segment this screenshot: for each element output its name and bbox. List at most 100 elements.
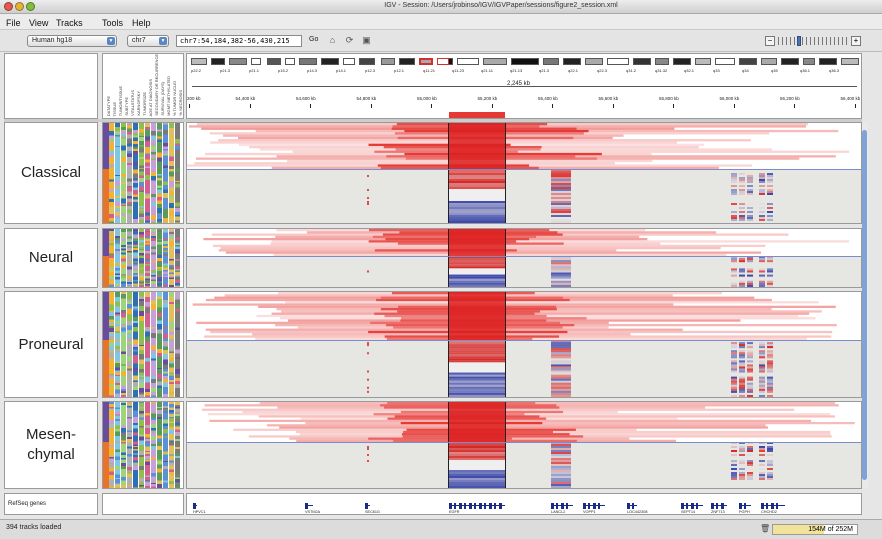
attribute-column <box>115 229 120 287</box>
group-data-panel[interactable] <box>186 228 862 288</box>
group-data-panel[interactable] <box>186 291 862 398</box>
zoom-thumb[interactable] <box>797 36 801 46</box>
refseq-track[interactable]: HPVC1 VSTM2A SEC61G EGFR LANCL2 VOPP1 LOC44230… <box>186 493 862 515</box>
current-view-marker[interactable] <box>419 58 433 65</box>
gene-exon[interactable] <box>566 503 568 509</box>
expression-cell <box>767 474 773 476</box>
attribute-header-label[interactable]: SURVIVAL (DAYS) <box>160 82 165 116</box>
zoom-widget[interactable]: − + <box>765 36 861 47</box>
menu-tracks[interactable]: Tracks <box>56 18 83 28</box>
attribute-header-label[interactable]: TISSUE <box>112 101 117 116</box>
gene-exon[interactable] <box>365 503 368 509</box>
close-window-button[interactable] <box>4 2 13 11</box>
ruler[interactable]: 200 kb 54,400 kb 54,600 kb 54,800 kb 55,000 … <box>187 96 863 116</box>
gene-exon[interactable] <box>583 503 586 509</box>
attribute-header-label[interactable]: % TUMOR NUCLEI <box>172 80 177 116</box>
group-attribute-panel[interactable] <box>102 228 184 288</box>
gene-exon[interactable] <box>305 503 308 509</box>
gene-exon[interactable] <box>598 503 600 509</box>
gene-exon[interactable] <box>686 503 688 509</box>
attribute-header-label[interactable]: KARNOFSKY <box>136 91 141 116</box>
group-attribute-panel[interactable] <box>102 291 184 398</box>
menu-view[interactable]: View <box>29 18 49 28</box>
go-button[interactable]: Go <box>309 36 319 43</box>
gene-exon[interactable] <box>561 503 564 509</box>
gene-exon[interactable] <box>474 503 476 509</box>
gene-exon[interactable] <box>771 503 774 509</box>
gene-exon[interactable] <box>632 503 634 509</box>
chromosome-ideogram[interactable] <box>187 58 863 66</box>
expression-cell <box>747 270 753 273</box>
attribute-header-label[interactable]: DATATYPE <box>106 95 111 116</box>
gene-exon[interactable] <box>776 503 778 509</box>
group-name-panel[interactable]: Mesen- chymal <box>4 401 98 489</box>
gene-exon[interactable] <box>744 503 746 509</box>
gene-exon[interactable] <box>551 503 554 509</box>
zoom-out-button[interactable]: − <box>765 36 775 46</box>
gene-exon[interactable] <box>681 503 684 509</box>
minimize-window-button[interactable] <box>15 2 24 11</box>
attribute-header-label[interactable]: TUMOR/TISSUE <box>118 85 123 116</box>
gene-exon[interactable] <box>588 503 590 509</box>
attribute-header-label[interactable]: % NECROSIS <box>178 90 183 116</box>
home-icon[interactable]: ⌂ <box>329 35 336 45</box>
gene-exon[interactable] <box>691 503 694 509</box>
group-data-panel[interactable] <box>186 401 862 489</box>
gene-exon[interactable] <box>454 503 456 509</box>
gene-exon[interactable] <box>479 503 482 509</box>
panel-divider[interactable] <box>4 119 862 122</box>
genome-select[interactable]: Human hg18 ▼ <box>27 35 117 47</box>
group-attribute-panel[interactable] <box>102 401 184 489</box>
gene-exon[interactable] <box>711 503 714 509</box>
roi-icon[interactable]: ▣ <box>362 35 371 45</box>
amplification-segment <box>374 150 518 153</box>
gene-exon[interactable] <box>499 503 502 509</box>
chromosome-select[interactable]: chr7 ▼ <box>127 35 169 47</box>
maximize-window-button[interactable] <box>26 2 35 11</box>
refseq-track-name[interactable]: RefSeq genes <box>4 493 98 515</box>
zoom-scale[interactable] <box>778 37 848 45</box>
gene-exon[interactable] <box>696 503 698 509</box>
gene-exon[interactable] <box>739 503 742 509</box>
gene-exon[interactable] <box>459 503 462 509</box>
menu-file[interactable]: File <box>6 18 21 28</box>
gene-exon[interactable] <box>484 503 486 509</box>
gene-exon[interactable] <box>494 503 496 509</box>
zoom-in-button[interactable]: + <box>851 36 861 46</box>
ruler-tick <box>249 104 251 108</box>
region-of-interest[interactable] <box>449 112 505 118</box>
gene-exon[interactable] <box>766 503 768 509</box>
gene-exon[interactable] <box>464 503 466 509</box>
gene-exon[interactable] <box>761 503 764 509</box>
gene-exon[interactable] <box>449 503 452 509</box>
group-attribute-panel[interactable] <box>102 122 184 224</box>
attribute-header-label[interactable]: TUMORSIZE <box>142 92 147 116</box>
menu-help[interactable]: Help <box>132 18 151 28</box>
attribute-header-label[interactable]: VITALSTATUS <box>130 89 135 116</box>
cytoband <box>457 58 479 65</box>
trash-icon[interactable]: 🗑 <box>760 524 771 533</box>
gene-exon[interactable] <box>721 503 724 509</box>
gene-exon[interactable] <box>469 503 472 509</box>
locus-input[interactable]: chr7:54,184,382-56,430,215 <box>176 35 302 47</box>
gene-exon[interactable] <box>193 503 196 509</box>
refresh-icon[interactable]: ⟳ <box>345 35 354 45</box>
scrollbar-thumb[interactable] <box>862 130 867 480</box>
gene-exon[interactable] <box>716 503 718 509</box>
group-data-panel[interactable] <box>186 122 862 224</box>
attribute-header-label[interactable]: SUBTYPE <box>124 97 129 116</box>
expression-cell <box>759 390 765 393</box>
gene-exon[interactable] <box>627 503 630 509</box>
attribute-header-label[interactable]: SECONDARY OR RECURRENCE <box>154 54 159 116</box>
expression-cell <box>767 173 773 175</box>
gene-exon[interactable] <box>556 503 558 509</box>
group-name-panel[interactable]: Classical <box>4 122 98 224</box>
gene-exon[interactable] <box>593 503 596 509</box>
group-name-panel[interactable]: Neural <box>4 228 98 288</box>
expression-cell <box>739 448 745 450</box>
group-name-panel[interactable]: Proneural <box>4 291 98 398</box>
menu-tools[interactable]: Tools <box>102 18 124 28</box>
gene-exon[interactable] <box>489 503 492 509</box>
attribute-header-label[interactable]: MGMT METHYLATED <box>166 76 171 116</box>
attribute-header-label[interactable]: AGE AT DIAGNOSIS <box>148 78 153 116</box>
